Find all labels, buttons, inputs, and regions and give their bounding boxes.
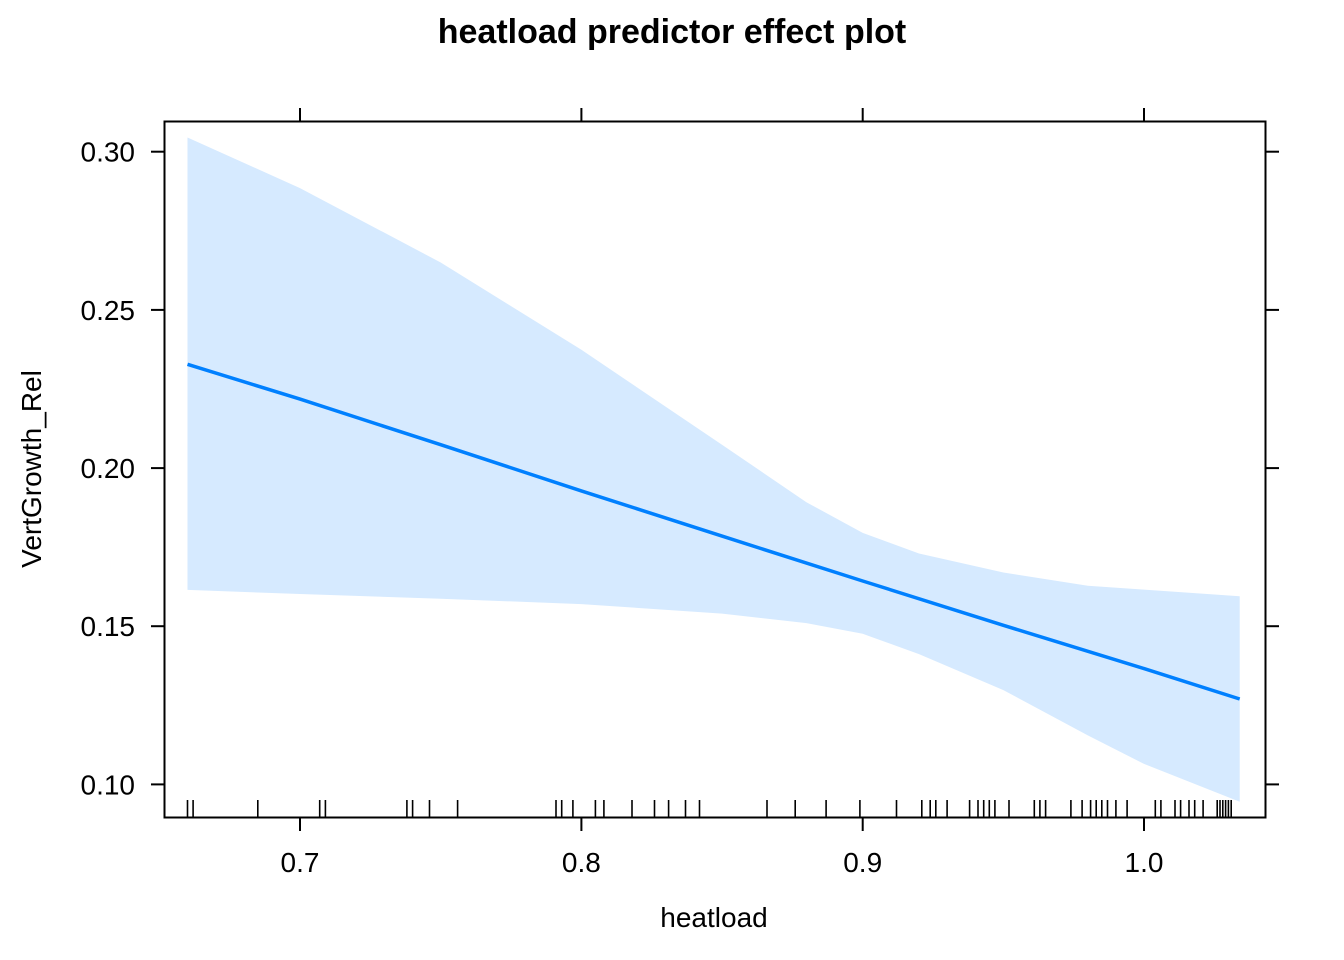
y-tick-label: 0.15 xyxy=(81,611,136,642)
fitted-line xyxy=(186,362,1241,701)
y-tick-label: 0.30 xyxy=(81,137,136,168)
y-tick-label: 0.25 xyxy=(81,295,136,326)
y-axis-label: VertGrowth_Rel xyxy=(16,370,47,568)
x-axis-label: heatload xyxy=(660,902,767,933)
x-tick-label: 0.8 xyxy=(562,847,601,878)
x-tick-label: 0.9 xyxy=(843,847,882,878)
y-tick-label: 0.20 xyxy=(81,453,136,484)
plot-frame xyxy=(163,120,1267,819)
x-tick-label: 1.0 xyxy=(1125,847,1164,878)
chart-title: heatload predictor effect plot xyxy=(438,13,907,51)
y-tick-label: 0.10 xyxy=(81,769,136,800)
confidence-band xyxy=(187,137,1240,802)
x-tick-label: 0.7 xyxy=(281,847,320,878)
